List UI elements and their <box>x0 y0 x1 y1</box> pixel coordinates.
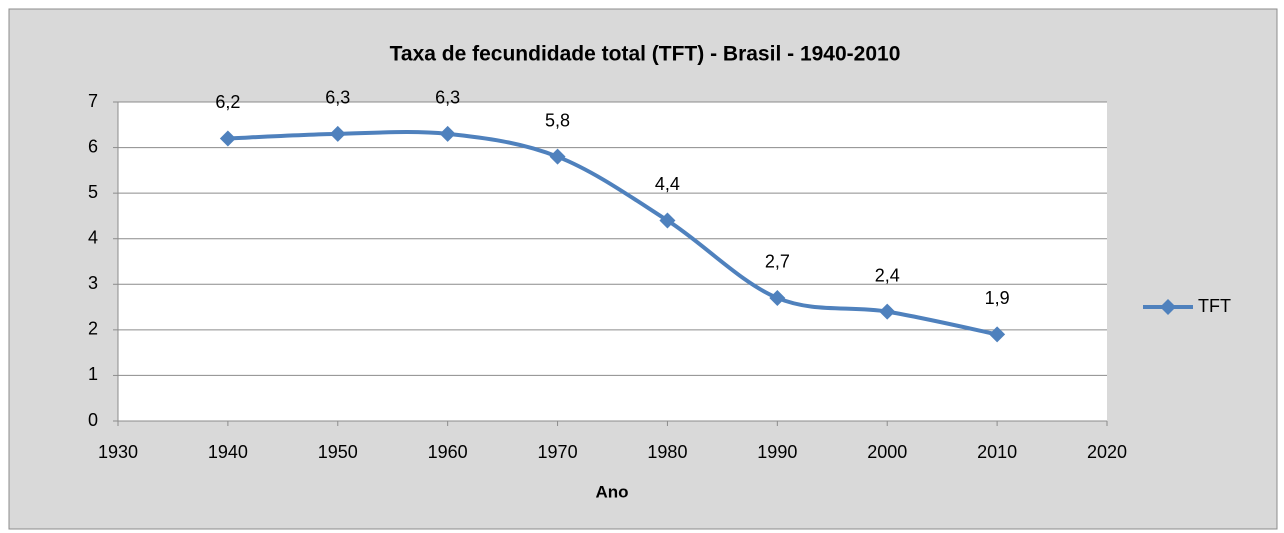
data-label: 5,8 <box>545 110 570 130</box>
chart-title: Taxa de fecundidade total (TFT) - Brasil… <box>390 43 901 66</box>
x-tick-label: 2010 <box>977 442 1017 462</box>
x-tick-label: 1930 <box>98 442 138 462</box>
y-tick-label: 1 <box>88 364 98 384</box>
x-tick-label: 1950 <box>318 442 358 462</box>
marker <box>219 130 236 147</box>
data-label: 6,3 <box>435 88 460 108</box>
legend-marker <box>1160 299 1176 315</box>
y-tick-label: 3 <box>88 273 98 293</box>
line <box>227 130 998 337</box>
data-label: 6,2 <box>215 92 240 112</box>
x-tick-label: 1940 <box>208 442 248 462</box>
marker <box>659 212 676 229</box>
y-tick-label: 0 <box>88 410 98 430</box>
data-label: 2,4 <box>875 265 900 285</box>
y-tick-label: 2 <box>88 319 98 339</box>
y-tick-label: 7 <box>88 91 98 111</box>
marker <box>879 303 896 320</box>
marker <box>439 125 456 142</box>
data-label: 2,7 <box>765 252 790 272</box>
x-tick-label: 2020 <box>1087 442 1127 462</box>
x-tick-label: 1980 <box>647 442 687 462</box>
y-tick-label: 6 <box>88 136 98 156</box>
x-tick-label: 2000 <box>867 442 907 462</box>
data-label: 4,4 <box>655 174 680 194</box>
marker <box>989 326 1006 343</box>
plot-area <box>118 102 1107 421</box>
y-tick-label: 5 <box>88 182 98 202</box>
legend-label: TFT <box>1198 296 1231 316</box>
marker <box>549 148 566 165</box>
data-label: 6,3 <box>325 88 350 108</box>
y-tick-label: 4 <box>88 227 98 247</box>
x-tick-label: 1970 <box>538 442 578 462</box>
x-tick-label: 1960 <box>428 442 468 462</box>
x-axis-label: Ano <box>595 482 628 501</box>
x-tick-label: 1990 <box>757 442 797 462</box>
marker <box>329 125 346 142</box>
data-label: 1,9 <box>985 288 1010 308</box>
marker <box>769 289 786 306</box>
